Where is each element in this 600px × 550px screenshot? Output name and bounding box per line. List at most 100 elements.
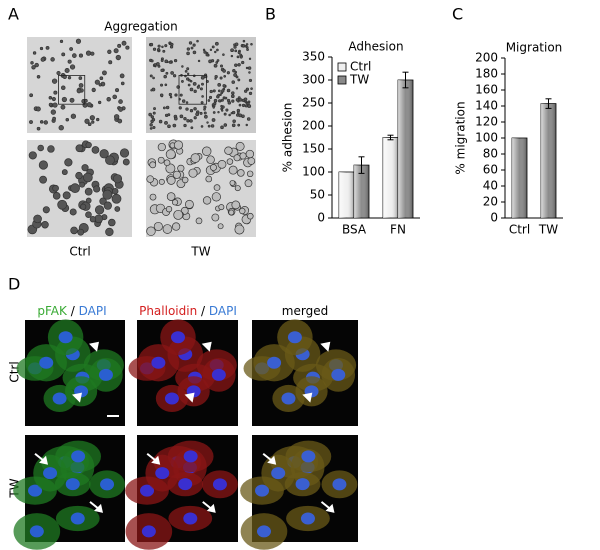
cell — [192, 81, 197, 86]
cell — [247, 66, 252, 70]
cell — [32, 51, 37, 55]
cell — [219, 64, 223, 68]
cell — [165, 163, 176, 174]
cell — [244, 104, 248, 108]
y-tick-label: 50 — [310, 188, 325, 202]
cell — [222, 69, 226, 73]
cell — [244, 44, 248, 48]
cell — [228, 209, 235, 216]
cell — [69, 208, 77, 216]
bar-shade — [339, 172, 354, 218]
cell — [237, 123, 241, 127]
arrowhead — [184, 392, 195, 403]
nucleus — [267, 356, 282, 369]
cell — [184, 199, 194, 209]
cell — [237, 96, 241, 100]
cell — [214, 74, 218, 79]
cell — [173, 209, 184, 220]
y-axis-label: % migration — [454, 101, 468, 174]
cell — [210, 164, 217, 171]
cell — [58, 125, 64, 131]
cell — [190, 153, 201, 163]
cell — [157, 64, 161, 68]
cell — [149, 42, 154, 47]
cell — [214, 41, 219, 46]
cell — [168, 92, 172, 97]
nucleus — [178, 478, 193, 491]
cell — [216, 59, 220, 62]
cell — [105, 227, 114, 237]
cell — [238, 103, 242, 107]
cell — [208, 95, 213, 100]
cell — [78, 76, 83, 80]
cell — [247, 157, 256, 165]
cell — [163, 74, 167, 79]
cell — [59, 39, 64, 43]
cell — [193, 116, 197, 120]
cell — [164, 120, 168, 125]
cell — [184, 69, 188, 73]
cell — [149, 127, 153, 130]
legend-label: TW — [349, 73, 369, 87]
nucleus — [301, 450, 316, 463]
cell — [114, 206, 121, 212]
cell — [84, 118, 90, 124]
cell — [230, 54, 234, 58]
cell — [203, 105, 207, 109]
cell — [189, 119, 193, 123]
cell — [179, 114, 184, 119]
cell — [39, 120, 44, 124]
cell — [230, 48, 234, 53]
cell — [52, 184, 59, 192]
panel-label: A — [8, 5, 19, 24]
cell — [177, 164, 185, 172]
cell — [201, 95, 204, 98]
column-header: Phalloidin / DAPI — [139, 304, 237, 318]
cell — [220, 104, 223, 108]
bar-shade — [383, 137, 398, 218]
cell — [85, 141, 92, 149]
cell — [39, 46, 44, 51]
cell — [241, 114, 245, 118]
arrowhead — [320, 341, 331, 352]
cell — [203, 50, 207, 54]
cell — [235, 87, 239, 90]
cell — [217, 223, 224, 230]
zoom-box — [178, 75, 207, 105]
cell — [237, 78, 241, 82]
cell — [239, 152, 247, 160]
cell — [233, 73, 237, 77]
cell — [164, 83, 168, 87]
bar-shade — [541, 103, 556, 218]
cell — [211, 103, 215, 106]
legend-label: Ctrl — [350, 60, 371, 74]
nucleus — [281, 392, 296, 405]
cell — [102, 189, 113, 200]
cell — [248, 71, 251, 74]
cell — [234, 224, 245, 235]
cell — [224, 96, 228, 100]
cell — [245, 66, 249, 70]
nucleus — [52, 392, 67, 405]
image-label: TW — [190, 245, 210, 259]
cell — [192, 43, 196, 47]
cell — [75, 144, 84, 153]
y-tick-label: 20 — [483, 195, 498, 209]
cell — [52, 116, 56, 121]
cell — [29, 120, 33, 124]
cell — [168, 60, 172, 64]
cell — [93, 185, 101, 193]
cell — [219, 76, 223, 80]
cell — [211, 192, 221, 202]
cell — [149, 74, 153, 78]
cell — [165, 105, 170, 110]
cell — [107, 49, 112, 54]
cell — [174, 116, 178, 121]
arrowhead — [206, 503, 216, 513]
cell — [157, 48, 161, 51]
cell — [146, 226, 156, 236]
cell — [56, 71, 61, 76]
cell — [216, 48, 219, 52]
cell — [112, 188, 119, 195]
cell — [207, 124, 211, 128]
